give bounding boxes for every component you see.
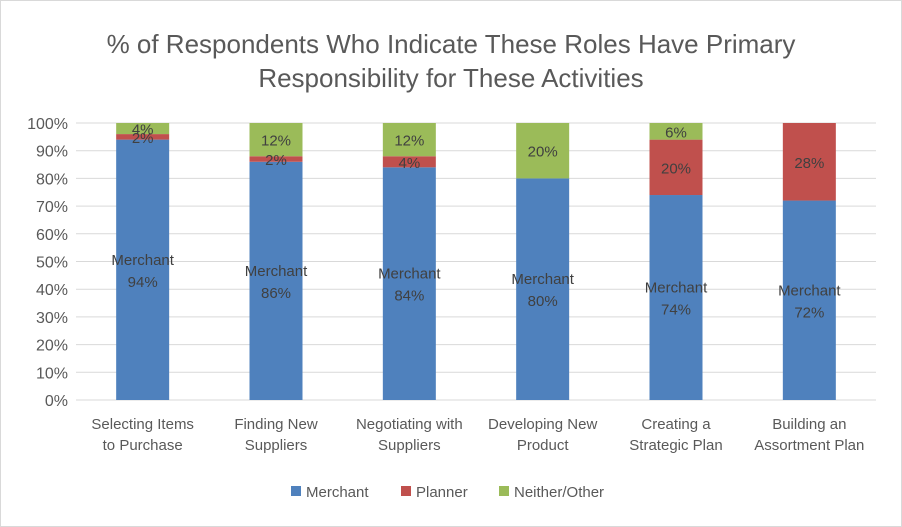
legend-label: Planner [416,484,468,501]
bar-segment-merchant [649,195,703,400]
data-label: Merchant 84% [378,266,441,305]
bars [116,123,836,400]
chart-title: % of Respondents Who Indicate These Role… [107,29,796,93]
y-tick-label: 100% [27,116,68,133]
bar-segment-neither-other [382,123,436,157]
gridlines [76,122,876,401]
bar-segment-neither-other [116,123,170,135]
y-axis-ticks: 0% 10% 20% 30% 40% 50% 60% 70% 80% 90% 100% [27,116,68,410]
y-tick-label: 90% [36,144,68,161]
data-label: Merchant 72% [778,282,841,321]
data-label: Merchant 80% [511,271,574,310]
category-label: Building an Assortment Plan [754,416,864,454]
data-label: Merchant 86% [245,263,308,302]
y-tick-label: 70% [36,199,68,216]
bar-segment-merchant [782,200,836,400]
y-tick-label: 10% [36,365,68,382]
category-label: Negotiating with Suppliers [356,416,463,454]
bar-segment-merchant [249,161,303,400]
y-tick-label: 80% [36,171,68,188]
category-label: Creating a Strategic Plan [629,416,722,454]
legend-swatch [499,486,509,496]
bar-segment-planner [382,156,436,168]
bar-segment-neither-other [249,123,303,157]
bar-segment-neither-other [649,123,703,140]
category-label: Selecting Items to Purchase [91,416,194,454]
data-label: Merchant 74% [645,280,708,319]
category-labels: Selecting Items to Purchase Finding New Sup… [91,416,864,454]
bar-segment-neither-other [516,123,570,179]
y-tick-label: 60% [36,227,68,244]
legend-swatch [401,486,411,496]
bar-segment-planner [116,134,170,140]
bar-segment-merchant [382,167,436,400]
bar-segment-merchant [516,178,570,400]
data-labels: Merchant 94%2%4%Merchant 86%2%12%Merchant 8… [111,122,841,322]
category-label: Developing New Product [488,416,597,454]
data-label: 4% [398,155,420,172]
bar-segment-planner [249,156,303,162]
data-label: 20% [528,144,558,161]
data-label: 12% [261,133,291,150]
y-tick-label: 30% [36,310,68,327]
category-label: Finding New Suppliers [234,416,318,454]
y-tick-label: 50% [36,255,68,272]
data-label: 12% [394,133,424,150]
legend-label: Merchant [306,484,369,501]
y-tick-label: 0% [45,393,68,410]
legend-label: Neither/Other [514,484,604,501]
chart-title-line: % of Respondents Who Indicate These Role… [107,29,796,59]
data-label: 28% [794,155,824,172]
chart-title-line: Responsibility for These Activities [258,63,643,93]
y-tick-label: 20% [36,338,68,355]
data-label: 2% [265,152,287,169]
data-label: 2% [132,130,154,147]
data-label: 6% [665,124,687,141]
data-label: 4% [132,122,154,139]
bar-segment-planner [649,139,703,196]
legend-swatch [291,486,301,496]
y-tick-label: 40% [36,282,68,299]
bar-segment-merchant [116,139,170,400]
data-label: 20% [661,160,691,177]
legend: Merchant Planner Neither/Other [291,484,604,501]
bar-segment-planner [782,123,836,201]
data-label: Merchant 94% [111,252,174,291]
